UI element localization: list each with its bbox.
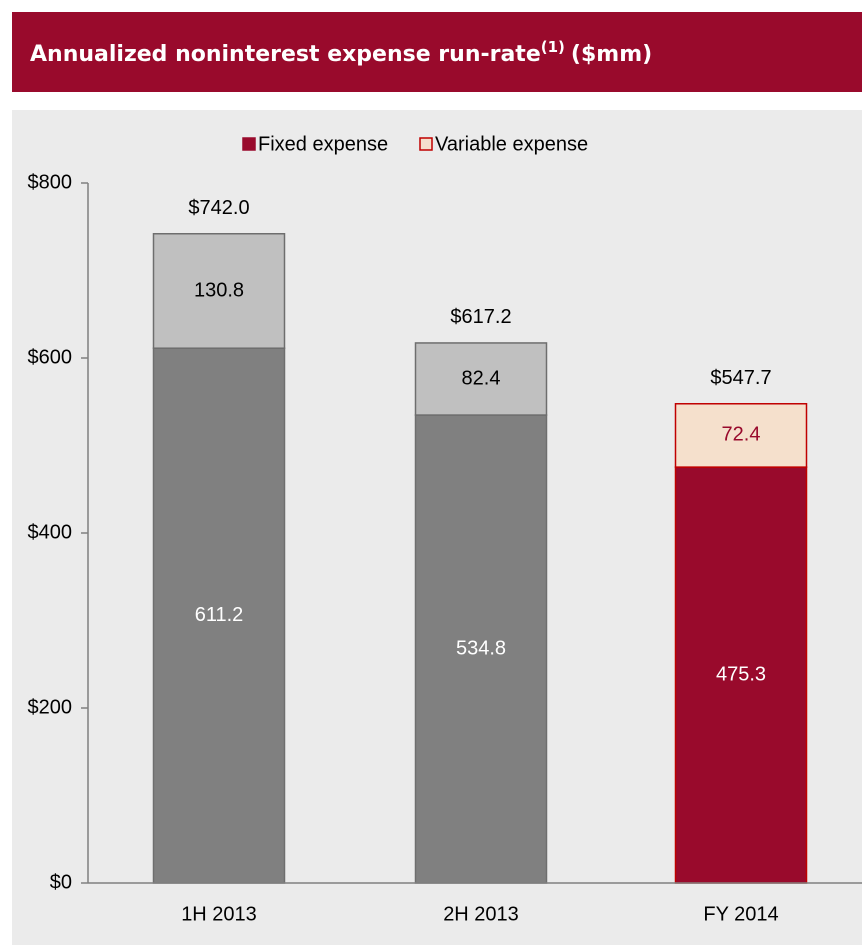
title-bar bbox=[12, 12, 862, 92]
title-superscript: (1) bbox=[541, 38, 565, 56]
x-tick-label: 2H 2013 bbox=[443, 903, 519, 925]
y-tick-label: $400 bbox=[28, 521, 73, 543]
value-label: 534.8 bbox=[456, 637, 506, 659]
legend-swatch bbox=[419, 137, 433, 151]
x-tick-label: FY 2014 bbox=[703, 903, 778, 925]
bar-segment bbox=[674, 403, 808, 468]
legend-swatch bbox=[242, 137, 256, 151]
y-tick-label: $600 bbox=[28, 346, 73, 368]
bar-segment bbox=[152, 347, 286, 884]
bar-segment bbox=[414, 342, 548, 416]
title-main: Annualized noninterest expense run-rate bbox=[30, 42, 541, 67]
y-tick-label: $800 bbox=[28, 171, 73, 193]
y-tick-label: $0 bbox=[50, 871, 72, 893]
bar-segment bbox=[674, 466, 808, 884]
value-label: 475.3 bbox=[716, 663, 766, 685]
value-label: 82.4 bbox=[462, 367, 501, 389]
value-label: 72.4 bbox=[722, 424, 761, 446]
legend-label: Fixed expense bbox=[258, 133, 388, 155]
title-suffix: ($mm) bbox=[571, 42, 652, 67]
total-label: $742.0 bbox=[188, 197, 249, 219]
chart-title: Annualized noninterest expense run-rate(… bbox=[30, 38, 652, 68]
total-label: $617.2 bbox=[450, 306, 511, 328]
value-label: 611.2 bbox=[195, 604, 244, 626]
bar-segment bbox=[414, 414, 548, 884]
y-tick-label: $200 bbox=[28, 696, 73, 718]
legend-label: Variable expense bbox=[435, 133, 588, 155]
x-tick-label: 1H 2013 bbox=[181, 903, 257, 925]
bar-segment bbox=[152, 233, 286, 349]
total-label: $547.7 bbox=[710, 367, 771, 389]
value-label: 130.8 bbox=[194, 279, 244, 301]
